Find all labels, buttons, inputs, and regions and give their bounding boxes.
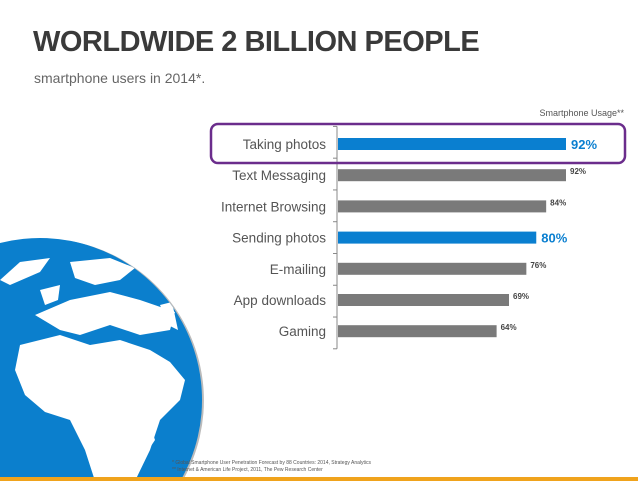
bar — [338, 138, 566, 150]
category-label: E-mailing — [270, 262, 326, 277]
bar — [338, 200, 547, 213]
bar — [338, 325, 497, 338]
bottom-accent-bar — [0, 477, 638, 481]
chart-title: Smartphone Usage** — [539, 108, 624, 118]
data-label: 69% — [513, 292, 529, 301]
bar — [338, 231, 537, 244]
globe-continents — [0, 258, 185, 481]
bar — [338, 294, 509, 306]
footnote-2: ** Internet & American Life Project, 201… — [172, 467, 323, 473]
category-label: Text Messaging — [232, 168, 326, 183]
bar — [338, 262, 527, 275]
category-label: Taking photos — [243, 137, 327, 152]
category-label: Internet Browsing — [221, 199, 326, 214]
page-title: WORLDWIDE 2 BILLION PEOPLE — [33, 26, 480, 58]
data-label: 80% — [541, 231, 567, 246]
page-subtitle: smartphone users in 2014*. — [34, 70, 206, 86]
footnote-1: * Global Smartphone User Penetration For… — [172, 460, 371, 466]
data-label: 92% — [571, 137, 597, 152]
data-label: 84% — [550, 198, 566, 207]
category-label: App downloads — [234, 293, 327, 308]
highlight-box — [209, 122, 627, 165]
category-label: Sending photos — [232, 231, 326, 246]
category-label: Gaming — [279, 324, 326, 339]
data-label: 76% — [530, 261, 546, 270]
data-label: 92% — [570, 167, 586, 176]
bar — [338, 169, 566, 182]
data-label: 64% — [501, 323, 517, 332]
